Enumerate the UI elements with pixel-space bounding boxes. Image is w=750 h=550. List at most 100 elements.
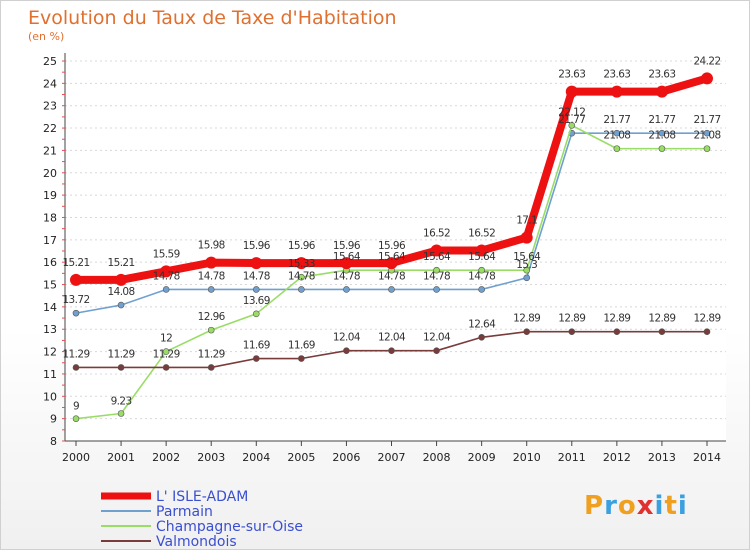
y-tick-label: 23 [43, 100, 57, 113]
data-point [72, 309, 80, 317]
y-tick-label: 12 [43, 346, 57, 359]
data-point [433, 286, 440, 293]
data-label: 12.04 [423, 332, 451, 344]
data-point [433, 347, 440, 354]
x-tick-label: 2011 [558, 451, 586, 464]
data-label: 15.64 [423, 251, 451, 263]
data-label: 17.1 [516, 215, 537, 227]
data-label: 14.78 [198, 270, 225, 282]
data-point [658, 328, 666, 335]
data-point [703, 328, 711, 335]
data-label: 15.64 [378, 251, 406, 263]
data-label: 15.64 [468, 251, 496, 263]
y-tick-label: 22 [43, 122, 57, 135]
data-point [295, 257, 308, 270]
data-point [613, 145, 621, 152]
x-tick-label: 2002 [152, 451, 180, 464]
data-label: 12 [160, 333, 172, 345]
data-label: 14.08 [108, 286, 135, 298]
data-label: 14.78 [243, 270, 270, 282]
data-label: 22.12 [558, 106, 585, 118]
y-tick-label: 9 [50, 413, 57, 426]
legend-label: L' ISLE-ADAM [156, 489, 248, 505]
data-label: 11.29 [108, 348, 135, 360]
data-label: 12.89 [513, 313, 540, 325]
y-tick-label: 10 [43, 390, 57, 403]
data-point [523, 266, 531, 274]
data-label: 12.89 [603, 313, 630, 325]
data-label: 13.69 [243, 295, 270, 307]
data-point [252, 355, 260, 362]
data-point [252, 286, 260, 293]
data-point [703, 145, 711, 152]
data-label: 14.78 [288, 270, 315, 282]
data-label: 15.96 [333, 240, 361, 252]
data-label: 15.33 [288, 258, 315, 270]
y-tick-label: 13 [43, 323, 57, 336]
data-point [520, 231, 533, 244]
chart-title: Evolution du Taux de Taxe d'Habitation [28, 7, 397, 29]
chart-subtitle: (en %) [28, 30, 65, 43]
data-point [72, 364, 80, 371]
y-tick-label: 17 [43, 234, 57, 247]
data-label: 15.64 [513, 251, 541, 263]
data-point [72, 415, 80, 422]
data-point [658, 145, 666, 152]
x-tick-label: 2014 [693, 451, 721, 464]
x-tick-label: 2005 [287, 451, 315, 464]
data-point [162, 348, 170, 355]
data-label: 12.04 [333, 332, 361, 344]
proxiti-logo: Proxiti [584, 491, 688, 521]
data-label: 21.08 [603, 130, 630, 142]
data-label: 14.78 [153, 270, 180, 282]
data-point [207, 364, 215, 371]
y-tick-label: 16 [43, 256, 57, 269]
data-point [162, 364, 170, 371]
data-label: 15.96 [243, 240, 271, 252]
data-point [250, 257, 263, 270]
data-point [430, 244, 443, 257]
y-tick-label: 11 [43, 368, 57, 381]
data-label: 12.64 [468, 318, 496, 330]
data-point [343, 286, 350, 293]
x-tick-label: 2000 [62, 451, 90, 464]
y-tick-label: 24 [43, 77, 57, 90]
data-label: 23.63 [603, 69, 630, 81]
x-tick-label: 2004 [242, 451, 270, 464]
y-tick-label: 25 [43, 55, 57, 68]
x-tick-label: 2009 [468, 451, 496, 464]
data-label: 11.69 [288, 340, 315, 352]
data-label: 15.96 [378, 240, 406, 252]
data-label: 21.77 [648, 114, 675, 126]
data-label: 21.08 [648, 130, 675, 142]
data-label: 21.77 [558, 114, 585, 126]
data-label: 11.69 [243, 340, 270, 352]
data-point [703, 129, 711, 137]
y-tick-label: 15 [43, 279, 57, 292]
y-tick-label: 21 [43, 144, 57, 157]
data-label: 15.21 [62, 257, 89, 269]
data-point [568, 122, 576, 129]
data-point [613, 129, 621, 137]
data-label: 13.72 [62, 294, 89, 306]
data-point [252, 310, 260, 318]
legend-label: Valmondois [156, 534, 237, 549]
data-point [385, 257, 398, 270]
data-point [70, 273, 82, 286]
data-label: 14.78 [378, 270, 405, 282]
data-point [523, 328, 531, 335]
data-point [160, 265, 173, 278]
data-label: 12.04 [378, 332, 406, 344]
data-label: 11.29 [153, 348, 180, 360]
data-point [613, 328, 621, 335]
data-label: 14.78 [333, 270, 360, 282]
data-point [388, 347, 395, 354]
data-point [388, 286, 395, 293]
data-label: 21.08 [693, 130, 720, 142]
x-tick-label: 2013 [648, 451, 676, 464]
data-label: 12.96 [198, 311, 226, 323]
data-label: 15.96 [288, 240, 316, 252]
data-point [117, 364, 125, 371]
